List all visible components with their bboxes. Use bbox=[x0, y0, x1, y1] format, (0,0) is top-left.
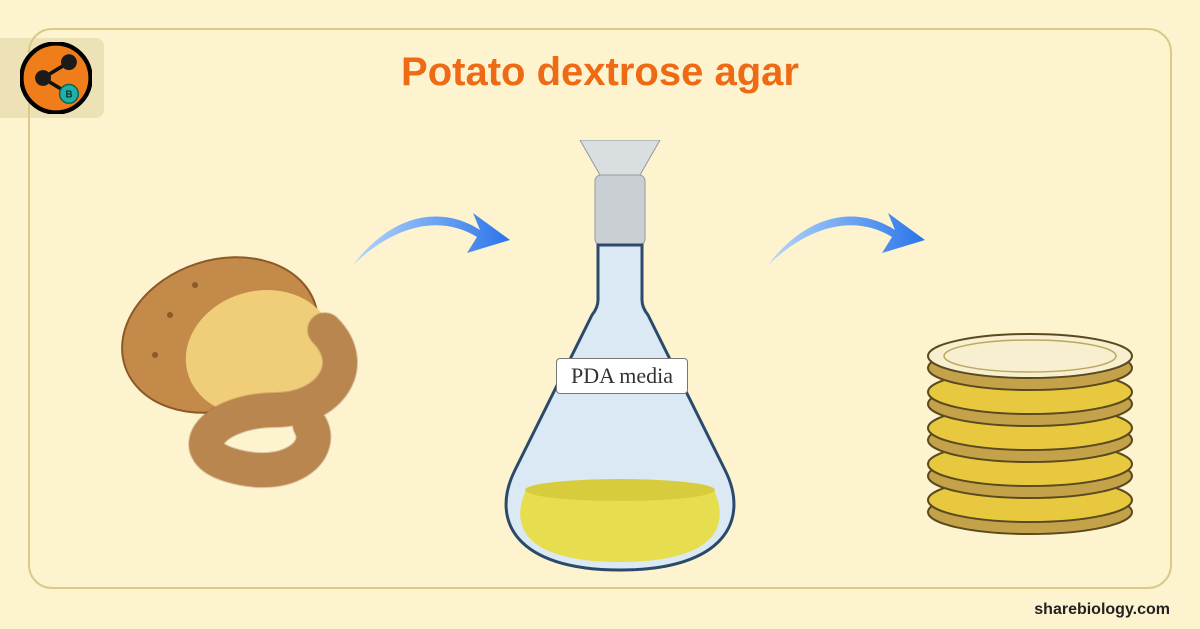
infographic-canvas: Potato dextrose agar B bbox=[0, 0, 1200, 629]
plate-1-top bbox=[928, 334, 1132, 390]
brand-logo: B bbox=[16, 38, 96, 118]
logo-letter: B bbox=[65, 89, 72, 100]
arrow-2 bbox=[760, 195, 930, 290]
share-icon: B bbox=[20, 42, 92, 114]
flask-label: PDA media bbox=[556, 358, 688, 394]
potato-illustration bbox=[100, 225, 380, 510]
attribution-text: sharebiology.com bbox=[1034, 601, 1170, 619]
petri-stack-illustration bbox=[920, 300, 1140, 555]
page-title: Potato dextrose agar bbox=[0, 50, 1200, 95]
